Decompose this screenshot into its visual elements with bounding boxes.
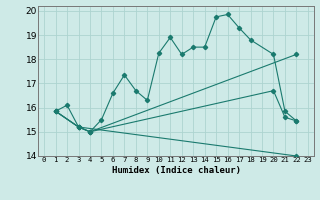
X-axis label: Humidex (Indice chaleur): Humidex (Indice chaleur): [111, 166, 241, 175]
